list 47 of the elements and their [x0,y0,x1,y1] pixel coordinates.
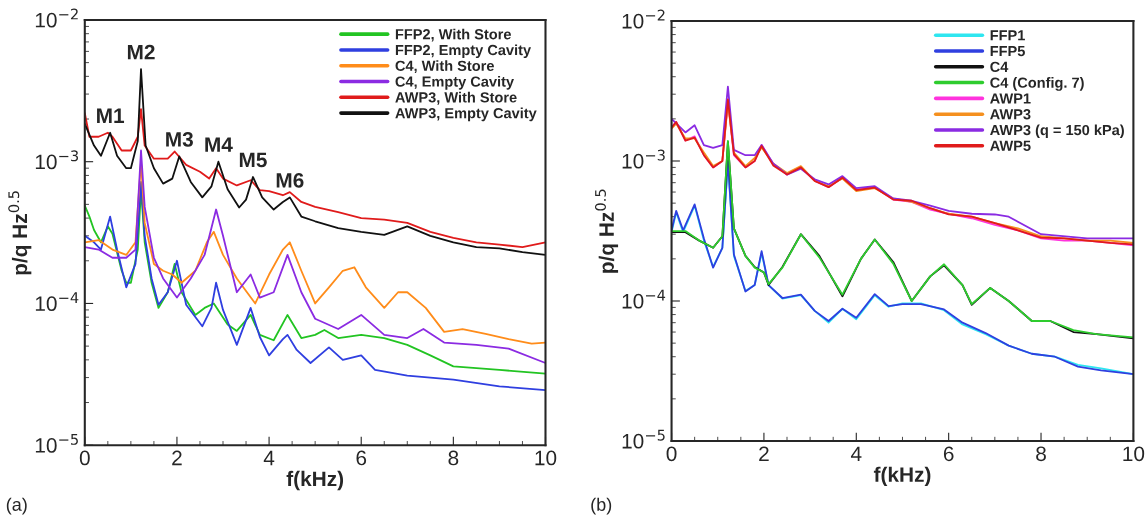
line-series [84,108,546,248]
legend-label: C4 (Config. 7) [990,77,1084,91]
legend-label: AWP3, With Store [395,91,517,105]
x-tick-label: 6 [356,450,367,466]
x-tick-label: 8 [448,450,459,466]
legend-label: AWP3, Empty Cavity [395,107,537,122]
x-tick-label: 10 [1123,446,1145,462]
x-tick-label: 0 [79,450,90,466]
y-tick-label: 10$^{−5}$ [35,434,78,453]
y-tick-label: 10$^{−3}$ [622,149,665,169]
y-tick-label: 10$^{−5}$ [622,429,665,449]
text: (b) [591,497,612,515]
y-tick-label: 10$^{−2}$ [622,9,665,29]
text: (a) [6,497,27,515]
y-tick-label: 10$^{−2}$ [35,8,78,28]
x-tick-label: 2 [759,446,769,461]
legend-label: FFP2, With Store [395,28,511,42]
y-tick-label: 10$^{−3}$ [35,150,79,170]
annotation: M3 [166,131,193,147]
legend-label: AWP3 [990,109,1031,120]
x-tick-label: 4 [263,450,275,466]
legend-label: AWP3 (q = 150 kPa) [990,124,1124,139]
legend-label: FFP5 [990,46,1025,57]
legend-label: C4 [990,61,1009,73]
legend-label: FFP1 [990,30,1025,41]
x-tick-label: 2 [172,450,182,466]
annotation: M5 [239,152,267,168]
legend-label: AWP5 [990,140,1031,151]
annotation: M6 [276,172,304,188]
y-tick-label: 10$^{−4}$ [622,289,666,309]
legend-label: FFP2, Empty Cavity [395,44,531,59]
legend-label: C4, Empty Cavity [395,76,514,90]
x-tick-label: 10 [535,450,557,466]
y-axis-title: p/q Hz$^{0.5}$ [8,191,32,275]
x-axis-title: f(kHz) [286,470,344,491]
x-axis-title: f(kHz) [873,466,931,487]
y-axis-title: p/q Hz$^{0.5}$ [594,189,619,273]
legend-label: C4, With Store [395,60,494,74]
x-tick-label: 0 [666,446,677,462]
x-tick-label: 4 [850,446,862,461]
y-tick-label: 10$^{−4}$ [35,292,79,312]
annotation: M2 [127,44,155,60]
annotation: M4 [205,137,233,152]
x-tick-label: 6 [943,446,954,462]
x-tick-label: 8 [1036,446,1046,462]
legend-label: AWP1 [990,93,1031,104]
annotation: M1 [97,108,125,123]
